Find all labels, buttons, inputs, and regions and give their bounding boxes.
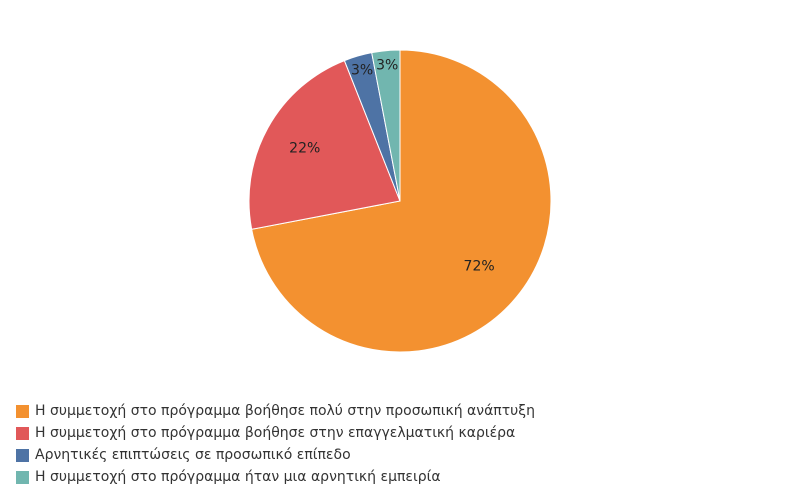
legend-item-personal-development: Η συμμετοχή στο πρόγραμμα βοήθησε πολύ σ… — [16, 400, 776, 422]
legend-item-negative-experience: Η συμμετοχή στο πρόγραμμα ήταν μια αρνητ… — [16, 466, 776, 488]
data-label-negative-personal-effects: 3% — [351, 62, 373, 78]
legend-swatch — [16, 470, 29, 484]
data-label-personal-development: 72% — [464, 258, 495, 274]
legend-swatch — [16, 426, 29, 440]
pie-slice-negative-experience — [371, 49, 401, 202]
pie-slice-professional-career — [248, 59, 401, 230]
legend-item-negative-personal-effects: Αρνητικές επιπτώσεις σε προσωπικό επίπεδ… — [16, 444, 776, 466]
data-label-professional-career: 22% — [289, 141, 320, 157]
legend-item-professional-career: Η συμμετοχή στο πρόγραμμα βοήθησε στην ε… — [16, 422, 776, 444]
legend-label: Η συμμετοχή στο πρόγραμμα βοήθησε πολύ σ… — [35, 403, 535, 419]
legend-swatch — [16, 448, 29, 462]
pie-slices — [248, 49, 552, 353]
legend-label: Η συμμετοχή στο πρόγραμμα ήταν μια αρνητ… — [35, 469, 441, 485]
legend-label: Η συμμετοχή στο πρόγραμμα βοήθησε στην ε… — [35, 425, 516, 441]
chart-legend: Η συμμετοχή στο πρόγραμμα βοήθησε πολύ σ… — [16, 400, 776, 488]
legend-swatch — [16, 404, 29, 418]
legend-label: Αρνητικές επιπτώσεις σε προσωπικό επίπεδ… — [35, 447, 351, 463]
pie-data-labels: 72% 22% 3% 3% — [289, 58, 495, 275]
data-label-negative-experience: 3% — [376, 58, 398, 74]
pie-slice-personal-development — [251, 49, 552, 353]
